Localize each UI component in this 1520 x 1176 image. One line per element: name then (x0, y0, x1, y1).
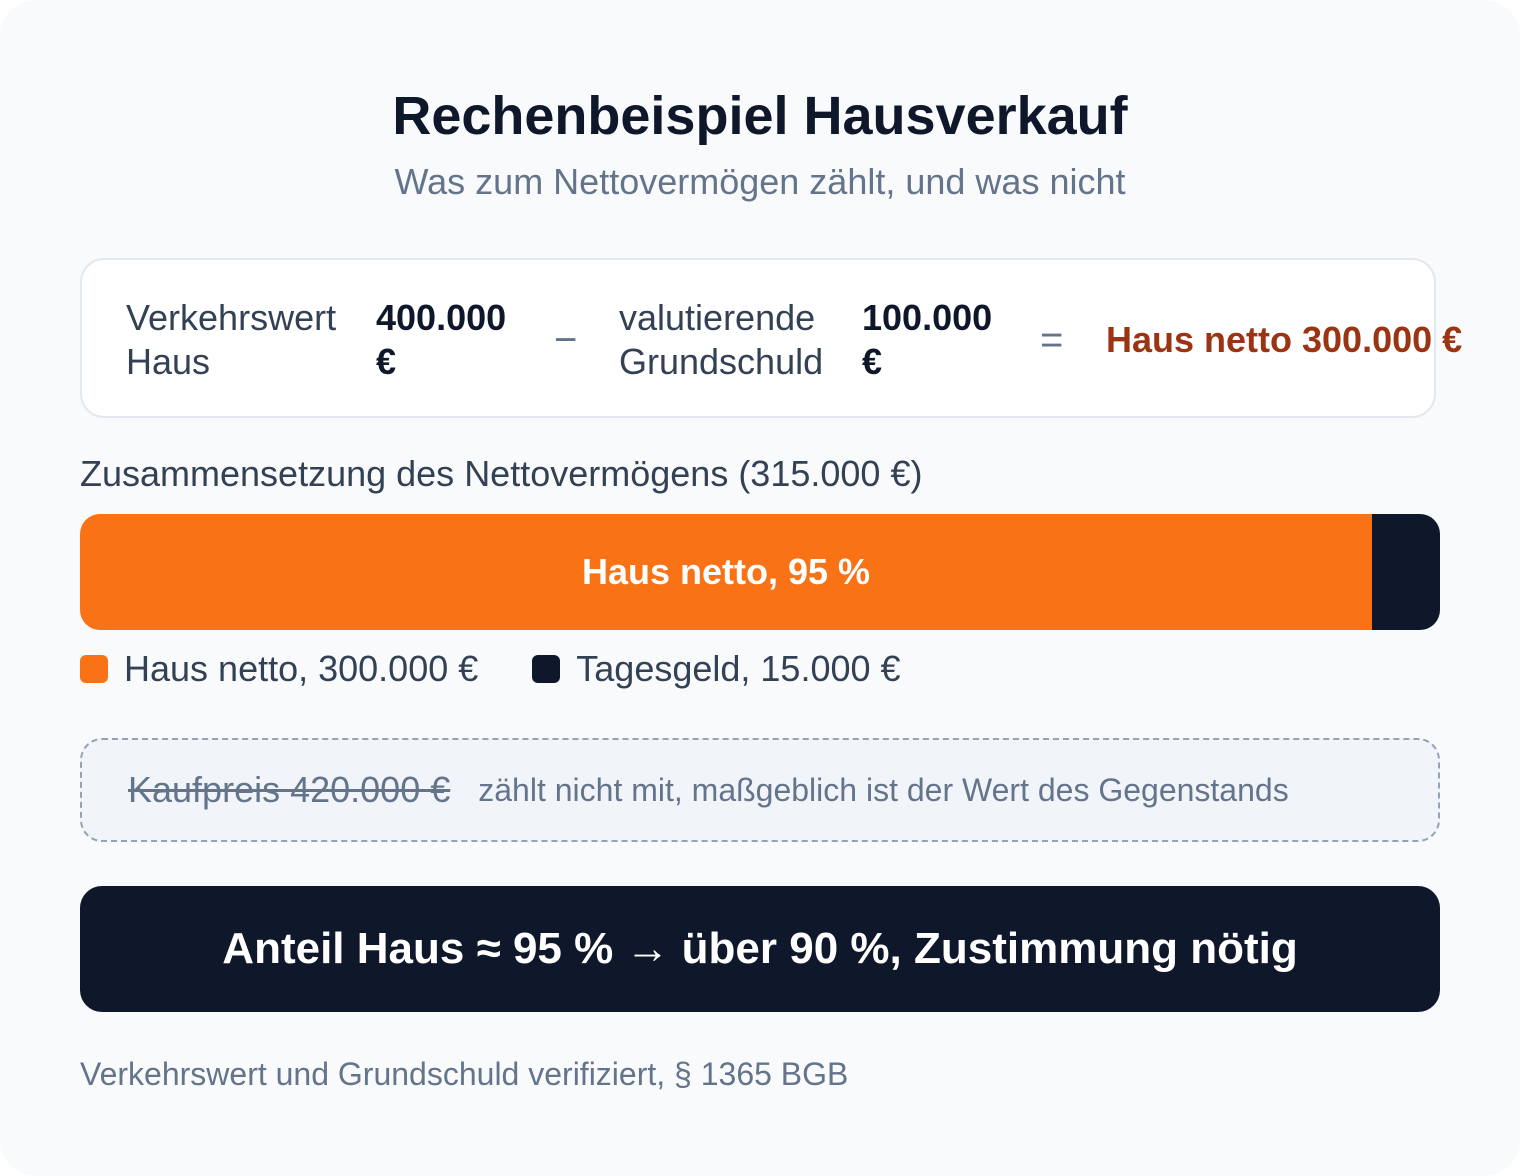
equals-operator: = (1040, 318, 1064, 362)
legend-item-cash: Tagesgeld, 15.000 € (532, 648, 901, 690)
struck-purchase-price: Kaufpreis 420.000 € (128, 769, 451, 810)
footer-note: Verkehrswert und Grundschuld verifiziert… (80, 1056, 849, 1092)
legend-label-cash: Tagesgeld, 15.000 € (576, 648, 901, 689)
house-bar-segment: Haus netto, 95 % (80, 514, 1372, 630)
composition-legend: Haus netto, 300.000 € Tagesgeld, 15.000 … (80, 646, 955, 692)
cash-swatch (532, 655, 561, 683)
house-bar-label: Haus netto, 95 % (581, 551, 871, 592)
market-value-label: Verkehrswert Haus (126, 297, 337, 382)
verdict-text: Anteil Haus ≈ 95 % → über 90 %, Zustimmu… (222, 924, 1298, 973)
debt-amount: 100.000 € (862, 297, 993, 382)
composition-label: Zusammensetzung des Nettovermögens (315.… (80, 453, 923, 494)
legend-item-house: Haus netto, 300.000 € (80, 648, 478, 690)
minus-operator: − (554, 318, 578, 362)
cash-bar-segment (1372, 514, 1440, 630)
composition-bar: Haus netto, 95 % (80, 514, 1440, 630)
page-subtitle: Was zum Nettovermögen zählt, und was nic… (394, 161, 1126, 202)
net-value-equation: Verkehrswert Haus 400.000 € − valutieren… (80, 258, 1462, 418)
legend-label-house: Haus netto, 300.000 € (124, 648, 479, 689)
purchase-price-note: Kaufpreis 420.000 € zählt nicht mit, maß… (80, 738, 1440, 842)
page-title: Rechenbeispiel Hausverkauf (392, 86, 1128, 146)
debt-label: valutierende Grundschuld (619, 297, 824, 382)
verdict-banner: Anteil Haus ≈ 95 % → über 90 %, Zustimmu… (80, 886, 1440, 1012)
market-value-amount: 400.000 € (376, 297, 507, 382)
net-house-result: Haus netto 300.000 € (1106, 319, 1463, 360)
note-explanation: zählt nicht mit, maßgeblich ist der Wert… (478, 771, 1289, 808)
house-swatch (80, 655, 108, 683)
